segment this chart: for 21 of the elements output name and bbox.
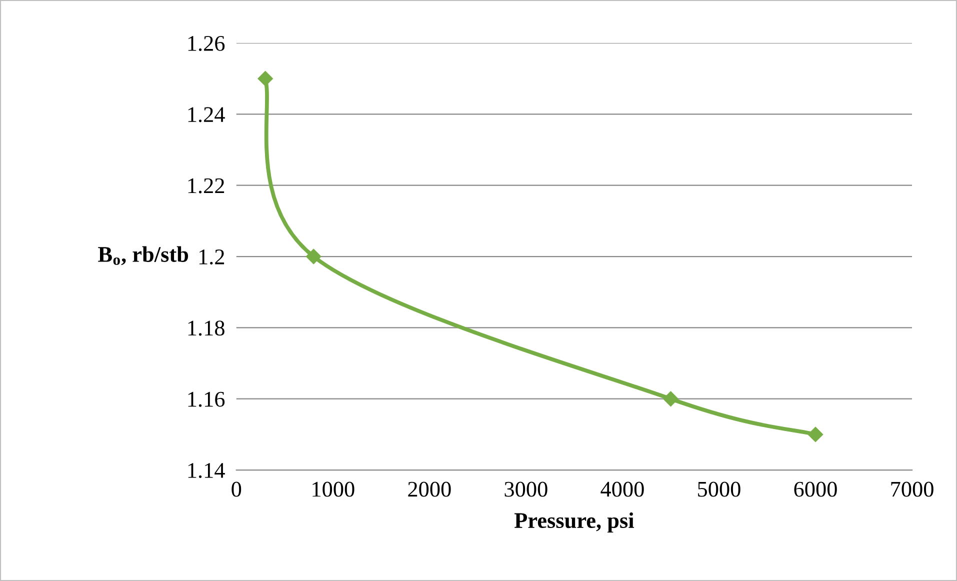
x-tick-label: 6000 <box>794 482 837 497</box>
x-tick-label: 4000 <box>600 482 644 497</box>
x-tick-label: 3000 <box>504 482 548 497</box>
y-tick-label: 1.2 <box>199 250 224 265</box>
y-axis-title: B$_{o}$, rb/stb <box>98 246 188 266</box>
point <box>306 248 322 264</box>
point <box>258 71 273 86</box>
x-tick-label: 7000 <box>891 482 934 497</box>
x-tick-label: 2000 <box>408 482 451 497</box>
y-tick-label: 1.16 <box>188 392 225 407</box>
point <box>808 426 824 442</box>
y-tick-label: 1.14 <box>188 463 225 478</box>
y-tick-label: 1.26 <box>188 36 225 52</box>
y-tick-label: 1.18 <box>188 320 224 336</box>
point <box>663 391 678 406</box>
x-tick-label: 0 <box>232 482 242 497</box>
y-tick-label: 1.22 <box>188 178 224 194</box>
x-axis-title: Pressure, psi <box>514 512 634 533</box>
x-tick-label: 1000 <box>312 482 354 497</box>
y-tick-label: 1.24 <box>188 107 225 122</box>
x-tick-label: 5000 <box>698 482 740 497</box>
